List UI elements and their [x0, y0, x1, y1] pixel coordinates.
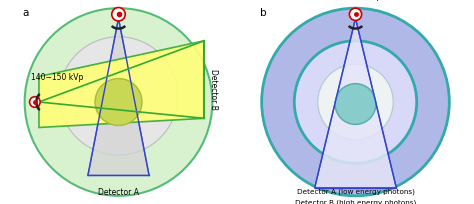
Circle shape [95, 79, 142, 125]
Polygon shape [315, 18, 396, 188]
Text: 120−140 kVp: 120−140 kVp [329, 0, 382, 1]
Text: 140−150 kVp: 140−150 kVp [31, 73, 83, 82]
Circle shape [294, 41, 417, 163]
Circle shape [349, 8, 362, 20]
Circle shape [25, 8, 212, 196]
Text: Detector A: Detector A [98, 188, 139, 197]
Circle shape [318, 64, 393, 140]
Circle shape [335, 84, 376, 124]
Circle shape [112, 8, 125, 21]
Polygon shape [88, 18, 149, 175]
Text: a: a [23, 8, 29, 18]
Polygon shape [39, 41, 204, 128]
Circle shape [59, 37, 178, 155]
Text: b: b [260, 8, 266, 18]
Text: Detector A (low energy photons): Detector A (low energy photons) [297, 189, 414, 195]
Text: Detector B (high energy photons): Detector B (high energy photons) [295, 200, 416, 204]
Circle shape [29, 97, 40, 107]
Text: Detector B: Detector B [209, 69, 218, 110]
Circle shape [262, 8, 449, 196]
